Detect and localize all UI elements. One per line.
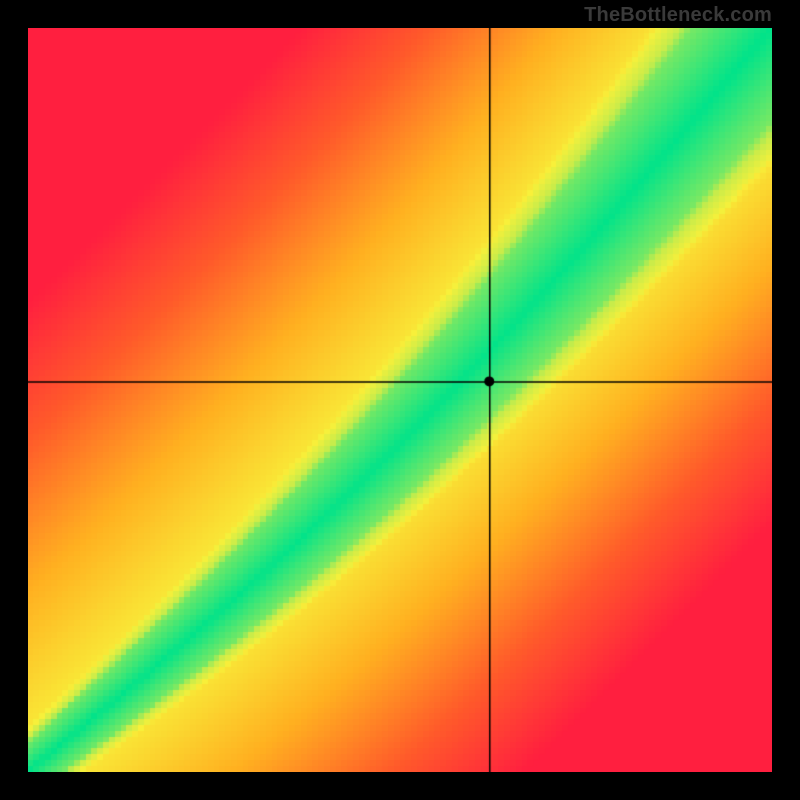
plot-area — [28, 28, 772, 772]
bottleneck-heatmap — [28, 28, 772, 772]
chart-container: TheBottleneck.com — [0, 0, 800, 800]
watermark-text: TheBottleneck.com — [584, 4, 772, 27]
